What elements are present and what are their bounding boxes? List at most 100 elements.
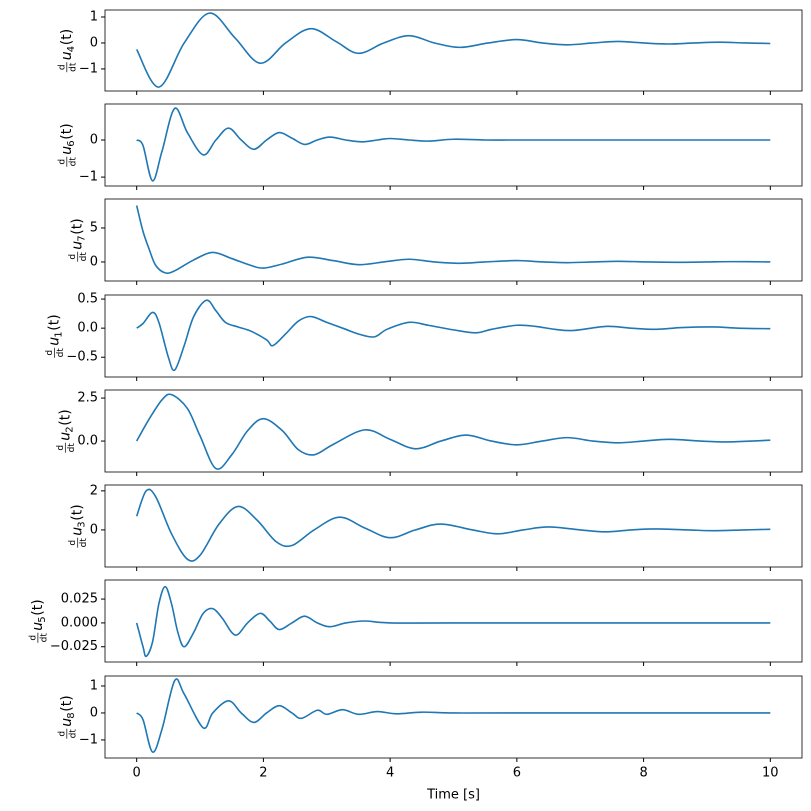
y-label-var: u [30,622,46,631]
x-tick-label: 6 [513,766,521,781]
y-tick-label: 2.5 [77,391,98,406]
y-tick-label: 0.0 [77,321,98,336]
y-label-body: d dt u4(t) [57,29,78,73]
subplot: −1 0 d dt u6(t) [57,103,803,190]
x-label: Time [s] [426,788,480,803]
y-label: d dt u6(t) [57,123,78,167]
y-tick-label: 1 [90,678,98,693]
y-label-num: d [57,731,67,737]
y-label-den: dt [68,62,78,72]
y-tick-label: 1 [90,10,98,25]
y-label-arg: (t) [59,123,75,139]
y-label-arg: (t) [70,218,86,234]
x-tick-label: 2 [259,766,267,781]
subplot: 0.0 2.5 d dt u2(t) [56,389,803,476]
axes-frame [104,198,803,282]
axes-frame [104,484,803,568]
y-label-arg: (t) [70,504,86,520]
y-label-body: d dt u2(t) [56,409,77,453]
x-tick-label: 10 [762,766,779,781]
y-label-num: d [68,540,78,546]
y-tick-label: 0.5 [77,292,98,307]
y-tick-label: 0 [90,254,98,269]
y-label-body: d dt u5(t) [28,599,49,643]
y-tick-label: −1 [79,61,98,76]
axes-frame [104,9,803,92]
y-tick-label: −0.5 [66,350,98,365]
x-tick-label: 0 [133,766,141,781]
y-label-arg: (t) [59,29,75,45]
y-tick-label: −1 [79,732,98,747]
subplot: 0 2 d dt u3(t) [68,483,803,571]
y-label: d dt u1(t) [45,314,66,358]
y-label-den: dt [68,729,78,739]
subplot: −0.025 0.000 0.025 d dt u5(t) [28,579,803,666]
y-label-den: dt [79,538,89,548]
y-tick-label: 0 [90,132,98,147]
data-line [136,107,771,182]
data-line [135,488,771,562]
y-label-den: dt [68,157,78,167]
y-label-var: u [70,527,86,536]
y-label-var: u [46,337,62,346]
y-label: d dt u5(t) [28,599,49,643]
data-line [135,393,771,470]
y-tick-label: −0.025 [50,639,98,654]
data-line [135,12,771,88]
y-label: d dt u7(t) [68,218,89,262]
data-line [135,205,771,275]
y-label: d dt u2(t) [56,409,77,453]
axes-frame [104,579,803,663]
x-tick-label: 8 [639,766,647,781]
subplot: 0 5 d dt u7(t) [68,198,803,285]
y-label-body: d dt u1(t) [45,314,66,358]
y-label: d dt u8(t) [57,695,78,739]
axes-frame [104,389,803,473]
y-label-body: d dt u7(t) [68,218,89,262]
y-tick-label: 0 [90,35,98,50]
axes-frame [104,103,803,187]
axes-frame [104,294,803,378]
subplot: −0.5 0.0 0.5 d dt u1(t) [45,292,803,381]
y-label-sub: 6 [66,140,77,146]
y-tick-label: 0.000 [61,615,98,630]
y-tick-label: 2 [90,483,98,498]
y-tick-label: 0.0 [77,434,98,449]
y-tick-label: 0.025 [61,592,98,607]
y-label-num: d [68,254,78,260]
y-label-sub: 7 [77,235,88,241]
subplot: −1 0 1 d dt u4(t) [57,9,803,95]
y-label-den: dt [39,633,49,643]
axes-frame [104,675,803,759]
y-label-var: u [59,51,75,60]
y-tick-label: 0 [90,522,98,537]
y-label-sub: 1 [53,331,64,337]
y-label-body: d dt u6(t) [57,123,78,167]
y-tick-label: 5 [90,220,98,235]
y-tick-label: 0 [90,705,98,720]
y-label-sub: 5 [37,616,48,622]
y-label-var: u [59,146,75,155]
y-label-sub: 8 [66,712,77,718]
y-label-arg: (t) [57,409,73,425]
y-label-var: u [70,241,86,250]
y-label-var: u [57,432,73,441]
y-label-num: d [57,159,67,165]
y-label-arg: (t) [46,314,62,330]
data-line [136,678,771,753]
y-label-var: u [59,718,75,727]
y-label: d dt u4(t) [57,29,78,73]
y-label-num: d [56,445,66,451]
y-label-num: d [57,64,67,70]
y-label-arg: (t) [30,599,46,615]
y-label-sub: 3 [77,521,88,527]
y-label-body: d dt u3(t) [68,504,89,548]
y-tick-label: −1 [79,170,98,185]
x-tick-label: 4 [386,766,394,781]
y-label-arg: (t) [59,695,75,711]
data-line [136,299,771,372]
y-label-sub: 2 [64,426,75,432]
y-label-den: dt [56,348,66,358]
data-line [135,585,771,658]
